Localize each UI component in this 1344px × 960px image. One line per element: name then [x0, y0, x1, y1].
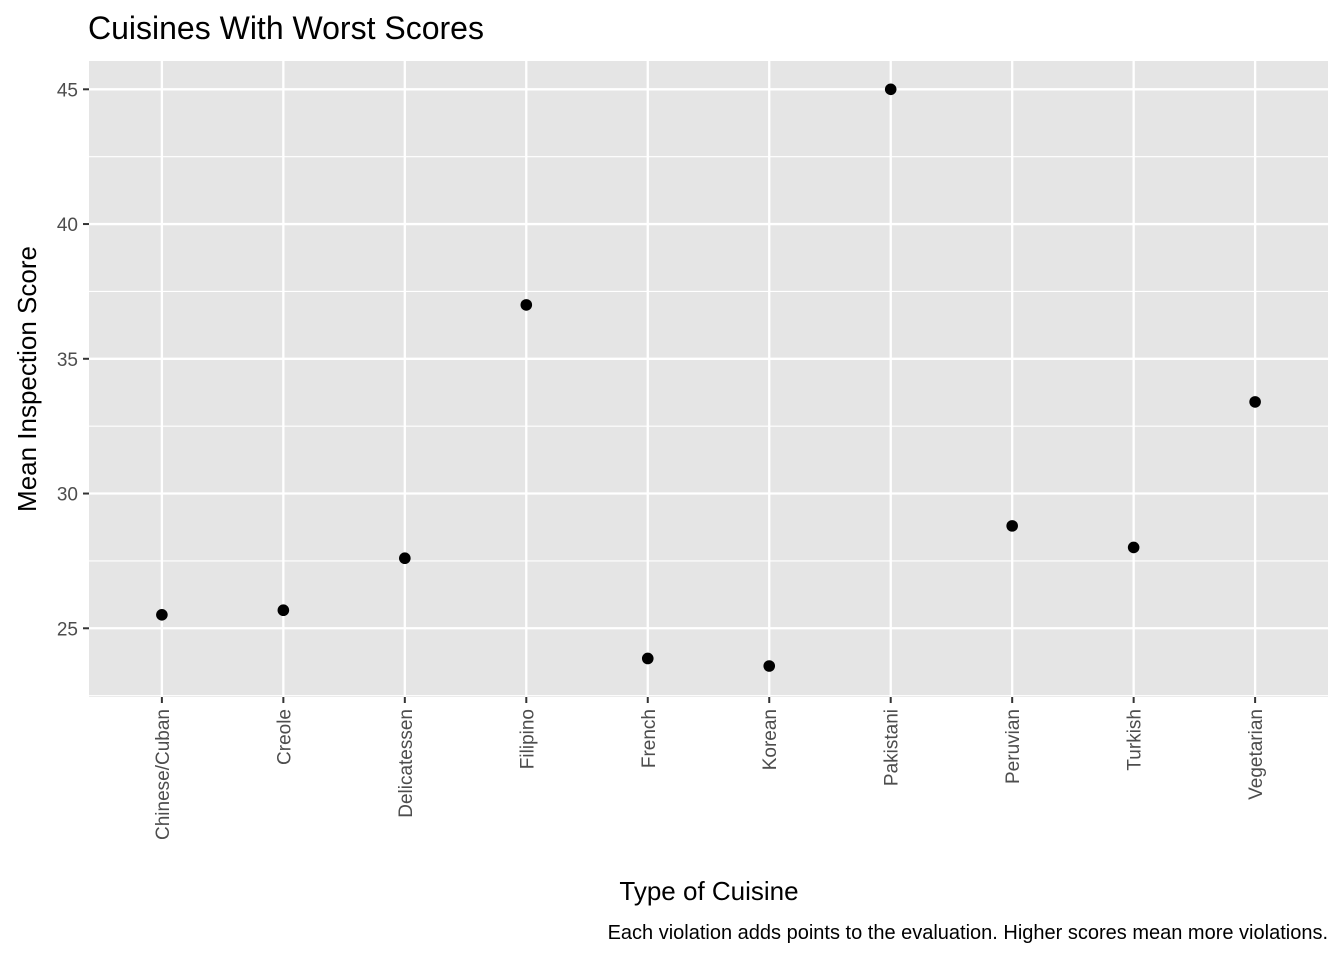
data-point	[641, 652, 654, 665]
x-tick-label: Filipino	[517, 709, 538, 769]
x-tick-label: Korean	[760, 709, 781, 770]
y-tick-label: 35	[57, 350, 78, 371]
data-point	[520, 299, 533, 311]
x-tick-label: Vegetarian	[1246, 709, 1267, 800]
x-tick-label: Turkish	[1125, 709, 1146, 771]
chart-title: Cuisines With Worst Scores	[88, 10, 484, 46]
chart-caption: Each violation adds points to the evalua…	[608, 922, 1328, 944]
data-point	[1127, 541, 1140, 554]
data-point	[1249, 396, 1261, 408]
data-point	[156, 609, 168, 621]
x-tick-label: French	[639, 709, 660, 768]
x-tick-label: Pakistani	[882, 709, 903, 786]
y-tick-label: 40	[57, 215, 78, 236]
major-gridlines	[89, 61, 1328, 697]
data-point	[399, 552, 411, 565]
data-point	[763, 660, 776, 672]
minor-gridlines	[89, 156, 1328, 697]
data-point	[277, 604, 290, 617]
y-tick-label: 30	[57, 485, 78, 506]
x-tick-label: Creole	[274, 709, 295, 765]
data-point	[884, 83, 897, 96]
y-tick-label: 25	[57, 619, 78, 640]
plot-panel	[89, 61, 1328, 697]
x-axis-title: Type of Cuisine	[619, 876, 798, 906]
x-axis: Chinese/Cuban Creole Delicatessen Filipino F…	[153, 697, 1267, 840]
y-axis: 25 30 35 40 45	[57, 80, 89, 640]
y-axis-title: Mean Inspection Score	[12, 246, 42, 512]
x-tick-label: Peruvian	[1003, 709, 1024, 784]
data-points	[156, 83, 1261, 672]
y-tick-label: 45	[57, 80, 78, 101]
x-tick-label: Delicatessen	[396, 709, 417, 818]
data-point	[1006, 520, 1018, 532]
x-tick-label: Chinese/Cuban	[153, 709, 174, 840]
